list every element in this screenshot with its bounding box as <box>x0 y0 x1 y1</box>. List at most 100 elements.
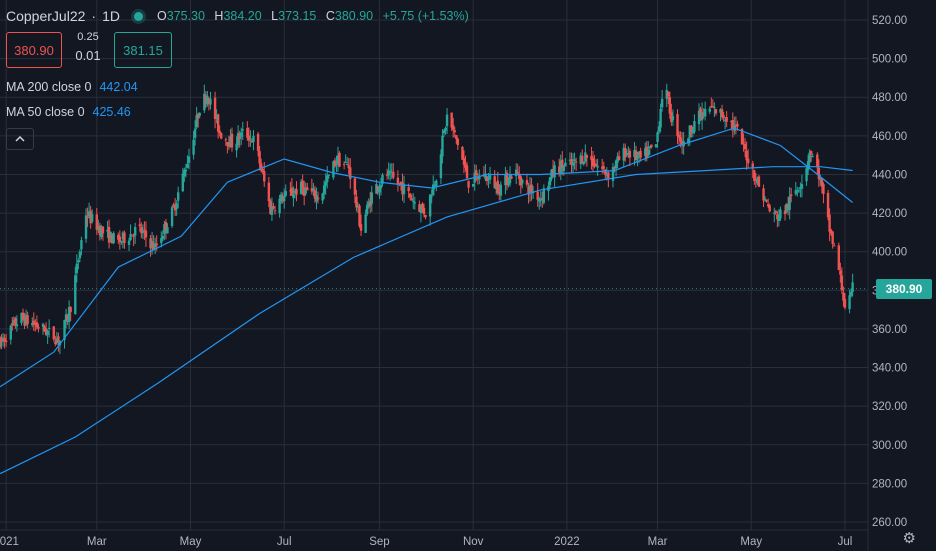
candle-body <box>433 184 436 186</box>
candle-body <box>548 177 552 186</box>
sell-button[interactable]: 380.90 <box>6 32 62 68</box>
candle-body <box>67 307 71 323</box>
y-tick-label: 520.00 <box>872 15 907 27</box>
candle-body <box>465 165 469 179</box>
candle-body <box>432 184 435 196</box>
candle-body <box>493 176 496 188</box>
candle-body <box>278 198 281 214</box>
spread-top: 0.25 <box>77 31 99 43</box>
candle-body <box>829 229 833 234</box>
x-tick-label: Mar <box>648 536 668 548</box>
candle-body <box>263 171 266 182</box>
candle-body <box>677 134 681 138</box>
y-tick-label: 340.00 <box>872 363 907 375</box>
candle-body <box>402 184 406 195</box>
candle-body <box>369 200 372 207</box>
x-tick-label: 2022 <box>554 536 580 548</box>
candle-body <box>779 209 782 219</box>
candle-body <box>35 322 39 328</box>
candle-body <box>487 176 490 181</box>
candle-body <box>611 167 615 181</box>
candle-body <box>381 174 384 184</box>
candle-body <box>723 119 727 121</box>
candle-body <box>203 93 206 111</box>
y-tick-label: 400.00 <box>872 247 907 259</box>
candle-body <box>585 155 589 158</box>
candle-body <box>628 150 632 158</box>
candle-body <box>551 169 555 176</box>
ma200-legend[interactable]: MA 200 close 0 442.04 <box>6 80 138 94</box>
candle-body <box>574 161 578 163</box>
candle-body <box>164 221 168 231</box>
candle-body <box>756 178 759 184</box>
candle-body <box>290 187 294 196</box>
ma50-value: 425.46 <box>92 105 131 119</box>
candle-body <box>475 170 478 176</box>
candle-body <box>398 183 401 185</box>
candle-body <box>687 138 690 143</box>
candle-body <box>539 199 542 201</box>
candle-body <box>561 159 564 169</box>
candle-body <box>289 190 292 192</box>
ma200-line <box>0 166 853 475</box>
candle-body <box>187 156 191 163</box>
y-tick-label: 440.00 <box>872 169 907 181</box>
candle-body <box>514 169 518 177</box>
candle-body <box>688 125 691 138</box>
candle-body <box>786 205 790 208</box>
candle-body <box>639 150 642 158</box>
candle-body <box>47 327 51 329</box>
ma200-label: MA 200 close 0 <box>6 80 92 94</box>
candle-body <box>315 195 318 202</box>
candle-body <box>58 340 62 346</box>
x-tick-label: Sep <box>369 536 389 548</box>
candle-body <box>140 227 143 234</box>
candle-body <box>613 166 616 169</box>
candle-body <box>256 133 260 151</box>
high-key: H <box>214 9 224 23</box>
candle-body <box>218 130 221 133</box>
interval-label[interactable]: 1D <box>102 8 120 24</box>
candle-body <box>301 180 304 189</box>
spread-bottom: 0.01 <box>75 48 101 63</box>
candle-body <box>650 144 653 148</box>
candle-body <box>528 185 532 194</box>
candle-body <box>246 128 249 138</box>
candle-body <box>476 177 479 180</box>
candle-body <box>808 152 811 163</box>
candle-body <box>495 183 498 190</box>
candle-body <box>130 234 134 236</box>
gear-icon[interactable]: ⚙ <box>902 530 916 547</box>
candle-body <box>375 184 378 194</box>
candle-body <box>353 178 357 195</box>
candle-body <box>582 161 585 165</box>
y-tick-label: 480.00 <box>872 92 907 104</box>
candle-body <box>714 109 718 114</box>
candle-body <box>702 113 705 115</box>
y-tick-label: 320.00 <box>872 401 907 413</box>
spread-display: 0.25 0.01 <box>68 31 108 63</box>
candle-body <box>413 202 416 204</box>
candle-body <box>355 196 358 208</box>
candle-body <box>809 150 813 155</box>
candle-body <box>302 187 306 196</box>
candle-body <box>763 198 767 200</box>
collapse-legend-button[interactable] <box>6 128 34 150</box>
candle-body <box>637 151 641 156</box>
candle-body <box>805 168 808 182</box>
buy-button[interactable]: 381.15 <box>114 32 172 68</box>
candle-body <box>441 135 444 157</box>
candle-body <box>604 169 607 175</box>
candle-body <box>450 112 453 128</box>
candle-body <box>573 159 576 161</box>
candle-body <box>783 210 787 215</box>
symbol-title[interactable]: CopperJul22 <box>6 8 86 24</box>
candle-body <box>777 215 781 221</box>
ma50-legend[interactable]: MA 50 close 0 425.46 <box>6 105 131 119</box>
candle-body <box>241 129 244 131</box>
candle-body <box>753 170 756 182</box>
candle-body <box>270 205 274 215</box>
candle-body <box>0 338 2 348</box>
candle-body <box>106 229 109 232</box>
